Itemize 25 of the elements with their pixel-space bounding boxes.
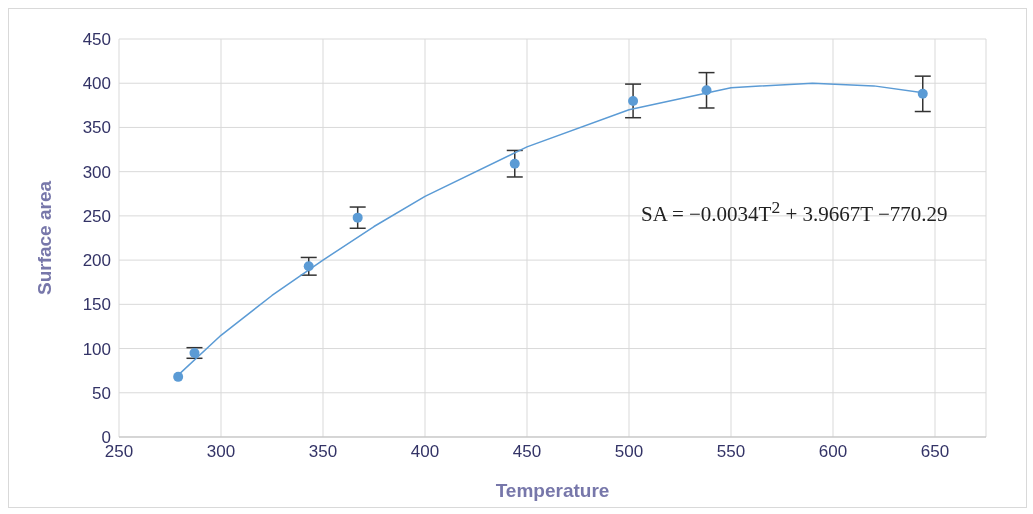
x-tick-label: 500: [614, 442, 644, 462]
x-tick-label: 400: [410, 442, 440, 462]
y-tick-label: 450: [82, 30, 111, 50]
x-tick-label: 550: [716, 442, 746, 462]
point: [173, 371, 184, 382]
y-tick-label: 350: [82, 118, 111, 138]
y-tick-label: 400: [82, 74, 111, 94]
y-axis-title: Surface area: [33, 180, 55, 296]
point: [189, 347, 200, 358]
y-tick-label: 300: [82, 162, 111, 182]
x-tick-label: 650: [920, 442, 950, 462]
x-tick-label: 300: [206, 442, 236, 462]
point: [628, 95, 639, 106]
x-tick-label: 350: [308, 442, 338, 462]
y-tick-label: 250: [82, 206, 111, 226]
y-tick-label: 150: [82, 295, 111, 315]
annotation: SA = −0.0034T$^{2}$ + 3.9667T −770.29: [641, 197, 948, 227]
x-axis-title: Temperature: [495, 480, 610, 501]
x-tick-label: 450: [512, 442, 542, 462]
y-tick-label: 100: [82, 339, 111, 359]
y-tick-label: 50: [92, 383, 111, 403]
point: [352, 212, 363, 223]
point: [509, 158, 520, 169]
x-tick-label: 600: [818, 442, 848, 462]
y-tick-label: 200: [82, 251, 111, 271]
